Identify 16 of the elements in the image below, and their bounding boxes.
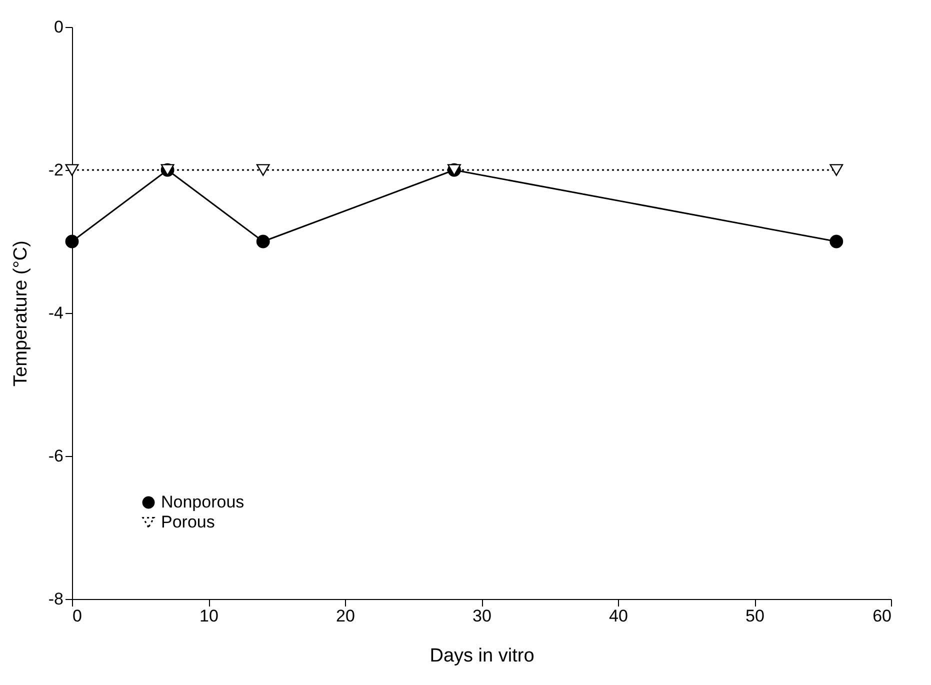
y-tick-label: -8 [48, 590, 64, 608]
x-tick-label: 30 [472, 606, 492, 626]
y-tick-label: -2 [48, 160, 64, 180]
y-axis-title: Temperature (°C) [10, 240, 32, 386]
x-tick-label: 40 [609, 606, 628, 626]
legend-label: Porous [161, 512, 215, 532]
legend-label: Nonporous [161, 492, 244, 512]
x-tick-label: 0 [72, 606, 82, 626]
y-tick-label: -4 [48, 304, 64, 322]
x-tick-label: 10 [200, 606, 218, 626]
x-axis-title: Days in vitro [430, 646, 534, 666]
x-tick-label: 60 [872, 606, 892, 626]
y-tick-label: -6 [48, 446, 64, 466]
x-tick-label: 50 [746, 606, 764, 626]
y-tick-label: 0 [54, 18, 64, 36]
x-tick-label: 20 [336, 606, 355, 626]
